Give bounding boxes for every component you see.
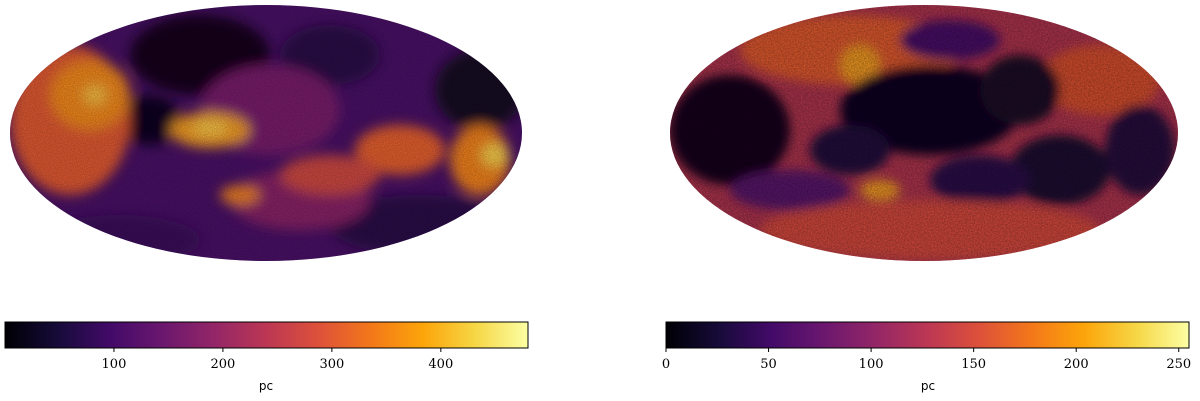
- right-colorbar-ticks: 0 50 100 150 200 250: [662, 348, 1191, 372]
- left-panel: 100 200 300 400 pc: [4, 5, 529, 393]
- right-colorbar-tick-label: 0: [662, 357, 670, 372]
- left-colorbar-ticks: 100 200 300 400: [102, 348, 453, 372]
- left-colorbar-gradient: [4, 321, 529, 349]
- left-colorbar-tick-label: 300: [319, 357, 344, 372]
- left-figure: 100 200 300 400 pc: [4, 5, 529, 393]
- right-colorbar-tick-label: 150: [961, 357, 986, 372]
- right-colorbar-tick-label: 250: [1166, 357, 1191, 372]
- right-colorbar-tick-label: 200: [1064, 357, 1089, 372]
- right-colorbar: 0 50 100 150 200 250 pc: [662, 321, 1191, 393]
- right-sky-map: [670, 5, 1178, 261]
- left-sky-map: [10, 5, 522, 261]
- right-figure: 0 50 100 150 200 250 pc: [662, 5, 1191, 393]
- left-colorbar: 100 200 300 400 pc: [4, 321, 529, 393]
- right-colorbar-label: pc: [921, 379, 935, 393]
- left-colorbar-tick-label: 200: [211, 357, 236, 372]
- right-colorbar-tick-label: 50: [760, 357, 777, 372]
- left-colorbar-label: pc: [259, 379, 273, 393]
- left-colorbar-tick-label: 100: [102, 357, 127, 372]
- right-panel: 0 50 100 150 200 250 pc: [600, 0, 1200, 401]
- right-colorbar-tick-label: 100: [859, 357, 884, 372]
- left-colorbar-tick-label: 400: [428, 357, 453, 372]
- right-colorbar-gradient: [665, 321, 1190, 349]
